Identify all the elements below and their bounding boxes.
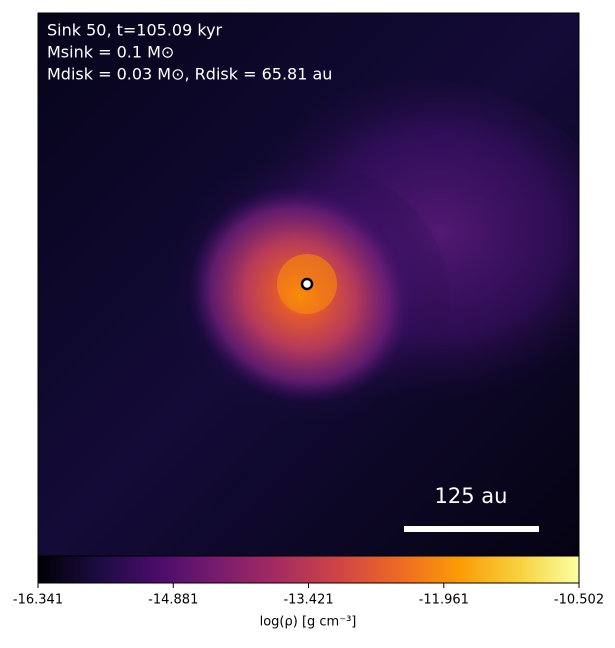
colorbar-tick-label: -16.341 (13, 593, 63, 608)
scale-bar-label: 125 au (435, 484, 508, 508)
colorbar-tick-label: -14.881 (148, 593, 198, 608)
colorbar-ticks: -16.341 -14.881 -13.421 -11.961 -10.502 (13, 583, 604, 608)
colorbar-label: log(ρ) [g cm⁻³] (260, 615, 357, 630)
colorbar-tick-label: -10.502 (554, 593, 604, 608)
annotation: Mdisk = 0.03 M⊙, Rdisk = 65.81 au (47, 65, 332, 84)
colorbar-tick-label: -11.961 (419, 593, 469, 608)
annotation: Msink = 0.1 M⊙ (47, 43, 174, 62)
annotation: Sink 50, t=105.09 kyr (47, 21, 223, 40)
density-map (38, 13, 579, 556)
annotations: Sink 50, t=105.09 kyr Msink = 0.1 M⊙ Mdisk… (47, 21, 332, 84)
colorbar-tick-label: -13.421 (283, 593, 333, 608)
colorbar (37, 555, 580, 584)
sink-marker (300, 277, 314, 291)
